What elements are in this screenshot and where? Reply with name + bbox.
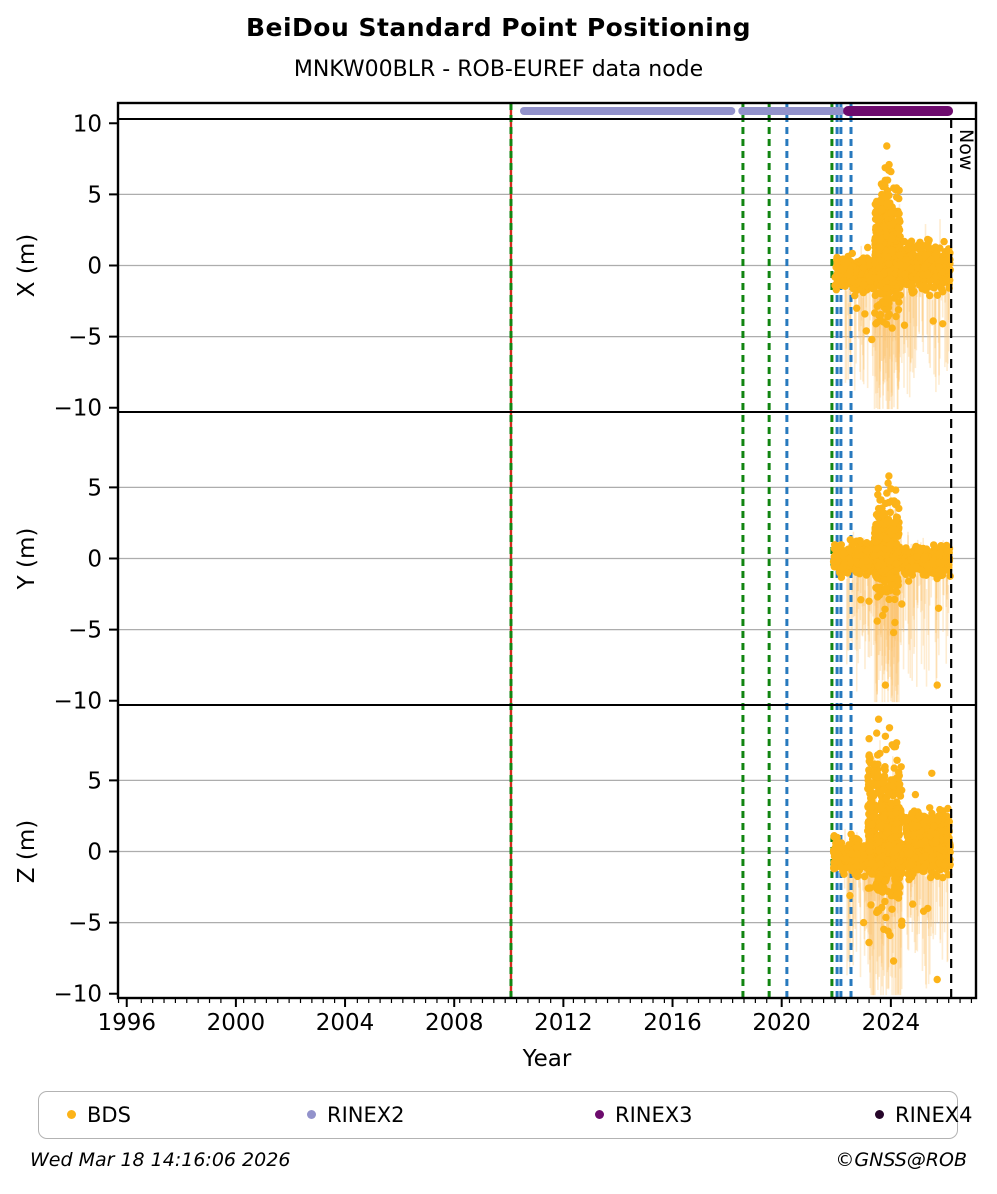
y-tick-label: −10 <box>53 396 102 422</box>
y-tick-label: 0 <box>87 254 102 280</box>
y-tick-label: 5 <box>87 182 102 208</box>
x-tick-label: 2012 <box>534 1010 593 1036</box>
x-tick-label: 2016 <box>643 1010 702 1036</box>
x-tick-label: 2004 <box>316 1010 375 1036</box>
x-axis-title: Year <box>522 1046 572 1072</box>
legend-label-rinex3: RINEX3 <box>615 1102 693 1127</box>
plot-credit: ©GNSS@ROB <box>835 1149 967 1171</box>
y-tick-label: −5 <box>68 911 102 937</box>
legend-item-rinex4: RINEX4 <box>875 1092 973 1137</box>
chart-subtitle: MNKW00BLR - ROB-EUREF data node <box>293 57 704 82</box>
legend-label-bds: BDS <box>87 1102 131 1127</box>
legend-label-rinex4: RINEX4 <box>895 1102 973 1127</box>
rinex2-bar <box>738 107 846 115</box>
plot-frame <box>116 101 978 1000</box>
legend-item-bds: BDS <box>67 1092 131 1137</box>
now-line: Now <box>950 119 977 998</box>
x-tick-label: 2024 <box>862 1010 921 1036</box>
y-tick-label: 10 <box>73 111 102 137</box>
legend-label-rinex2: RINEX2 <box>327 1102 405 1127</box>
y-axis-title: Y (m) <box>14 528 40 591</box>
x-tick-label: 2020 <box>752 1010 811 1036</box>
rinex-availability-bars <box>519 106 954 116</box>
axis-tick-labels: 1996 2000 2004 2008 2012 2016 2020 2024 10 5 0 −5 −1… <box>53 111 920 1036</box>
y-axis-title: Z (m) <box>14 820 40 883</box>
y-tick-label: 0 <box>87 840 102 866</box>
legend-item-rinex3: RINEX3 <box>595 1092 693 1137</box>
event-lines <box>509 103 853 998</box>
rinex2-bar <box>519 107 736 115</box>
y-tick-label: 5 <box>87 475 102 501</box>
y-tick-label: −5 <box>68 325 102 351</box>
x-tick-label: 2000 <box>207 1010 266 1036</box>
plot-timestamp: Wed Mar 18 14:16:06 2026 <box>30 1149 291 1171</box>
rinex3-marker-icon <box>595 1110 604 1119</box>
x-tick-label: 1996 <box>97 1010 156 1036</box>
y-tick-label: 0 <box>87 547 102 573</box>
rinex2-marker-icon <box>307 1110 316 1119</box>
y-axis-title: X (m) <box>14 234 40 297</box>
y-tick-label: −5 <box>68 618 102 644</box>
rinex4-marker-icon <box>875 1110 884 1119</box>
axis-ticks <box>109 122 973 1007</box>
axis-titles: X (m) Y (m) Z (m) Year <box>14 234 572 1072</box>
legend: BDS RINEX2 RINEX3 RINEX4 <box>38 1091 973 1139</box>
now-label: Now <box>955 129 977 170</box>
y-tick-label: −10 <box>53 982 102 1008</box>
rinex3-bar <box>843 106 954 116</box>
chart-title: BeiDou Standard Point Positioning <box>245 13 752 42</box>
position-scatter-plot: Now 1996 2000 2004 2008 2012 2016 2020 2024 10 5 0 −… <box>14 101 978 1072</box>
x-tick-label: 2008 <box>425 1010 484 1036</box>
legend-item-rinex2: RINEX2 <box>307 1092 405 1137</box>
y-tick-label: 5 <box>87 768 102 794</box>
y-tick-label: −10 <box>53 689 102 715</box>
bds-marker-icon <box>67 1110 76 1119</box>
bds-points <box>829 142 954 984</box>
